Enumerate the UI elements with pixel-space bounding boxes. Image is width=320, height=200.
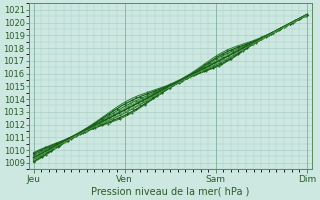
X-axis label: Pression niveau de la mer( hPa ): Pression niveau de la mer( hPa ) <box>91 187 249 197</box>
